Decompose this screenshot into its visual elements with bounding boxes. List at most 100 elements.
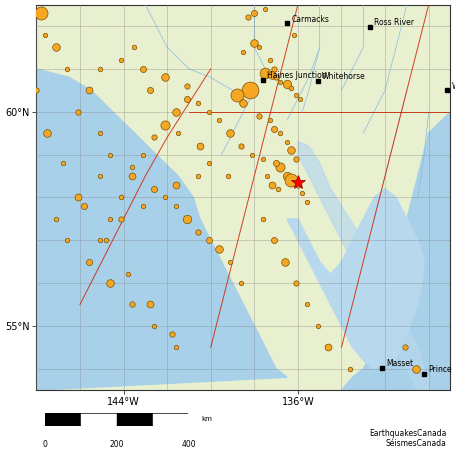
Point <box>227 258 234 265</box>
Point <box>146 87 153 94</box>
Point <box>264 172 271 179</box>
Point <box>255 44 263 51</box>
Point <box>162 74 169 81</box>
Point <box>292 280 299 287</box>
Text: Carmacks: Carmacks <box>291 15 329 23</box>
Text: 400: 400 <box>181 440 196 449</box>
Point <box>168 331 175 338</box>
Polygon shape <box>342 112 450 390</box>
Point <box>273 74 280 81</box>
Point <box>205 108 212 115</box>
Point <box>288 84 295 92</box>
Point <box>81 202 88 210</box>
Point <box>292 155 299 162</box>
Point <box>283 138 291 146</box>
Point <box>174 129 182 137</box>
Point <box>183 215 190 223</box>
Point <box>347 365 354 372</box>
Point <box>151 322 158 330</box>
Point <box>283 80 291 88</box>
Point <box>270 65 278 73</box>
Point <box>194 100 201 107</box>
Point <box>259 155 267 162</box>
Point <box>107 151 114 158</box>
Point <box>238 142 245 150</box>
Point <box>140 65 147 73</box>
Point <box>85 258 92 265</box>
Point <box>85 87 92 94</box>
Point <box>118 194 125 201</box>
Point <box>273 159 280 167</box>
Point <box>275 185 282 192</box>
Point <box>270 236 278 244</box>
Point <box>303 301 310 308</box>
Point <box>270 125 278 133</box>
Point <box>162 194 169 201</box>
Point <box>277 129 284 137</box>
Polygon shape <box>287 189 425 369</box>
Point <box>172 344 180 351</box>
Point <box>74 108 81 115</box>
Point <box>288 177 295 184</box>
Point <box>107 280 114 287</box>
Point <box>140 202 147 210</box>
Point <box>325 344 332 351</box>
Point <box>240 48 247 56</box>
Point <box>297 95 304 102</box>
Text: km: km <box>201 416 212 422</box>
Point <box>268 181 275 188</box>
Point <box>140 151 147 158</box>
Point <box>248 151 256 158</box>
Point <box>251 10 258 17</box>
Text: Prince: Prince <box>429 365 452 375</box>
Point <box>172 202 180 210</box>
Point <box>314 322 321 330</box>
Point <box>151 185 158 192</box>
Point <box>194 172 201 179</box>
Point <box>107 215 114 223</box>
Point <box>96 65 103 73</box>
Text: 200: 200 <box>109 440 124 449</box>
Point <box>205 236 212 244</box>
Point <box>131 44 138 51</box>
Point <box>262 69 269 77</box>
Point <box>262 5 269 12</box>
Point <box>183 95 190 102</box>
Point <box>162 121 169 128</box>
Point <box>129 164 136 171</box>
Point <box>102 236 110 244</box>
Point <box>41 31 49 38</box>
Point <box>294 181 302 188</box>
Point <box>183 82 190 90</box>
Text: Whitehorse: Whitehorse <box>322 73 365 81</box>
Text: Haines Junction: Haines Junction <box>267 71 327 80</box>
Point <box>227 129 234 137</box>
Point <box>283 172 291 179</box>
Point <box>151 134 158 141</box>
Point <box>63 65 71 73</box>
Point <box>172 181 180 188</box>
Point <box>277 164 284 171</box>
Point <box>266 56 273 64</box>
Point <box>194 228 201 235</box>
Point <box>277 78 284 85</box>
Point <box>124 271 131 278</box>
Point <box>233 91 241 98</box>
Point <box>96 129 103 137</box>
Point <box>37 10 45 17</box>
Point <box>216 245 223 252</box>
Polygon shape <box>36 69 287 390</box>
Point <box>74 194 81 201</box>
Point <box>205 159 212 167</box>
Point <box>401 344 408 351</box>
Point <box>216 117 223 124</box>
Text: 0: 0 <box>42 440 47 449</box>
Point <box>172 108 180 115</box>
Point <box>59 159 66 167</box>
Text: Masset: Masset <box>386 359 413 369</box>
Point <box>118 56 125 64</box>
Point <box>238 280 245 287</box>
Point <box>292 91 299 98</box>
Point <box>196 142 203 150</box>
Point <box>303 198 310 205</box>
